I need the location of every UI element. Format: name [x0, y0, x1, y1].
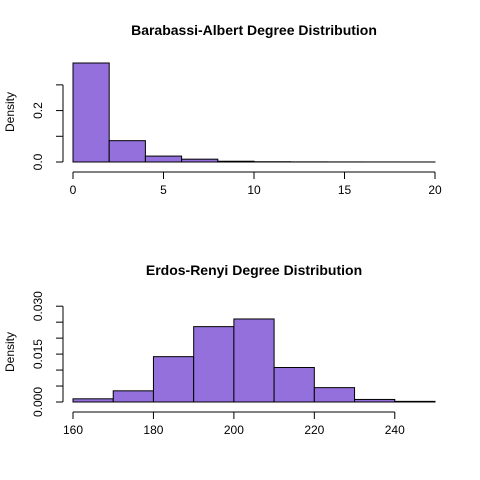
- er-x-tick-label-1: 180: [143, 423, 163, 437]
- er-x-tick-label-0: 160: [63, 423, 83, 437]
- er-bar-4: [233, 318, 275, 403]
- ba-x-tick-label-0: 0: [70, 183, 77, 197]
- ba-x-tick-label-3: 15: [338, 183, 352, 197]
- er-y-tick-label-0: 0.000: [31, 387, 45, 417]
- er-y-tick-label-6: 0.030: [31, 291, 45, 321]
- er-x-tick-label-3: 220: [304, 423, 324, 437]
- er-bar-1: [112, 390, 154, 403]
- er-bar-3: [193, 326, 235, 403]
- ba-bar-0: [72, 62, 110, 163]
- er-x-tick-label-2: 200: [224, 423, 244, 437]
- er-bar-2: [152, 356, 195, 403]
- er-ylabel: Density: [3, 332, 17, 372]
- ba-x-axis: 0 5 10 15 20: [70, 171, 442, 197]
- ba-bar-1: [108, 140, 146, 163]
- ba-y-axis: 0.0 0.2: [31, 84, 64, 170]
- er-x-axis: 160 180 200 220 240: [63, 411, 405, 437]
- ba-bar-2: [144, 155, 183, 163]
- ba-x-tick-label-1: 5: [160, 183, 167, 197]
- er-x-tick-label-4: 240: [385, 423, 405, 437]
- ba-y-tick-label-0: 0.0: [31, 153, 45, 170]
- er-bar-5: [273, 367, 315, 403]
- er-y-axis: 0.000 0.015 0.030: [31, 291, 64, 417]
- ba-ylabel: Density: [3, 92, 17, 132]
- ba-title: Barabassi-Albert Degree Distribution: [131, 22, 377, 38]
- er-bar-6: [313, 387, 356, 403]
- er-title: Erdos-Renyi Degree Distribution: [146, 262, 362, 278]
- ba-bar-4: [217, 160, 255, 163]
- er-bar-7: [354, 398, 396, 403]
- ba-x-tick-label-4: 20: [428, 183, 442, 197]
- er-y-tick-label-3: 0.015: [31, 339, 45, 369]
- er-bars: [72, 318, 436, 403]
- ba-chart: Barabassi-Albert Degree Distribution Den…: [3, 22, 442, 197]
- er-bar-8: [394, 400, 436, 403]
- ba-bar-3: [181, 158, 219, 163]
- ba-x-tick-label-2: 10: [247, 183, 261, 197]
- er-bar-0: [72, 398, 114, 403]
- ba-y-tick-label-2: 0.2: [31, 102, 45, 119]
- er-chart: Erdos-Renyi Degree Distribution Density …: [3, 262, 436, 437]
- ba-bars: [72, 62, 436, 163]
